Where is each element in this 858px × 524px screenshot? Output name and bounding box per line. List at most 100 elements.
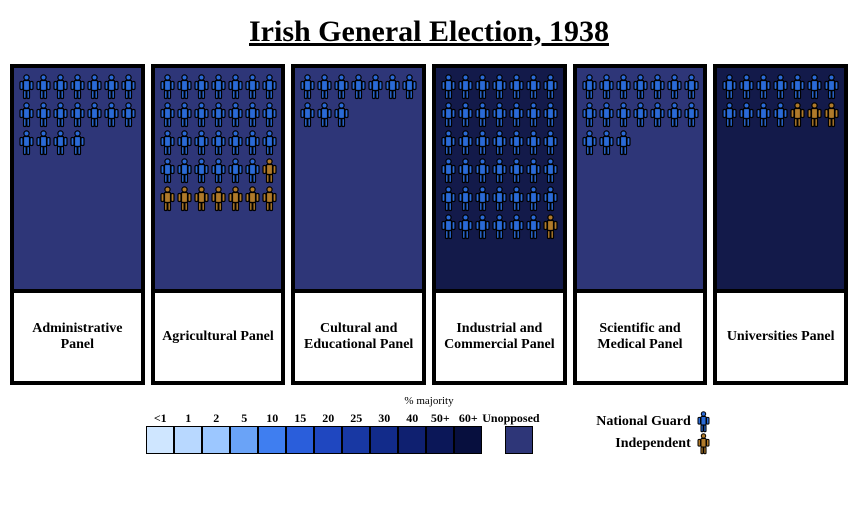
independent-icon xyxy=(261,186,278,212)
national-guard-icon xyxy=(210,74,227,100)
panels-container: Administrative Panel xyxy=(10,64,848,385)
person-row xyxy=(14,102,141,130)
national-guard-icon xyxy=(474,214,491,240)
national-guard-icon xyxy=(52,130,69,156)
national-guard-icon xyxy=(457,74,474,100)
national-guard-icon xyxy=(440,186,457,212)
scale-step: 5 xyxy=(230,411,258,454)
scale-step: 1 xyxy=(174,411,202,454)
scale-label: 30 xyxy=(378,411,390,425)
national-guard-icon xyxy=(632,102,649,128)
scale-swatch xyxy=(146,426,174,454)
national-guard-icon xyxy=(755,102,772,128)
national-guard-icon xyxy=(440,130,457,156)
person-row xyxy=(436,130,563,158)
national-guard-icon xyxy=(52,74,69,100)
national-guard-icon xyxy=(649,102,666,128)
national-guard-icon xyxy=(581,74,598,100)
national-guard-icon xyxy=(615,130,632,156)
national-guard-icon xyxy=(491,130,508,156)
national-guard-icon xyxy=(755,74,772,100)
person-row xyxy=(155,74,282,102)
scale-step: 25 xyxy=(342,411,370,454)
person-row xyxy=(295,102,422,130)
panel-label: Cultural and Educational Panel xyxy=(295,289,422,381)
panel-graphic xyxy=(436,68,563,289)
national-guard-icon xyxy=(159,130,176,156)
scale-label: 10 xyxy=(266,411,278,425)
national-guard-icon xyxy=(525,214,542,240)
scale-label: 1 xyxy=(185,411,191,425)
national-guard-icon xyxy=(683,102,700,128)
national-guard-icon xyxy=(367,74,384,100)
panel-graphic xyxy=(295,68,422,289)
national-guard-icon xyxy=(261,130,278,156)
national-guard-icon xyxy=(35,74,52,100)
national-guard-icon xyxy=(542,130,559,156)
national-guard-icon xyxy=(35,130,52,156)
national-guard-icon xyxy=(598,130,615,156)
scale-step: 20 xyxy=(314,411,342,454)
national-guard-icon xyxy=(384,74,401,100)
person-row xyxy=(155,158,282,186)
national-guard-icon xyxy=(86,102,103,128)
national-guard-icon xyxy=(491,186,508,212)
scale-swatch xyxy=(505,426,533,454)
independent-icon xyxy=(806,102,823,128)
national-guard-icon xyxy=(299,102,316,128)
person-row xyxy=(436,214,563,242)
national-guard-icon xyxy=(491,214,508,240)
person-row xyxy=(577,102,704,130)
independent-icon xyxy=(193,186,210,212)
national-guard-icon xyxy=(738,102,755,128)
scale-swatch xyxy=(342,426,370,454)
panel-label: Universities Panel xyxy=(717,289,844,381)
national-guard-icon xyxy=(542,158,559,184)
national-guard-icon xyxy=(244,130,261,156)
national-guard-icon xyxy=(457,158,474,184)
national-guard-icon xyxy=(210,158,227,184)
national-guard-icon xyxy=(103,102,120,128)
independent-icon xyxy=(176,186,193,212)
scale-swatch xyxy=(426,426,454,454)
independent-icon xyxy=(695,433,712,455)
legend-title: % majority xyxy=(10,395,848,407)
national-guard-icon xyxy=(440,214,457,240)
independent-icon xyxy=(542,214,559,240)
national-guard-icon xyxy=(193,74,210,100)
scale-swatch xyxy=(314,426,342,454)
national-guard-icon xyxy=(683,74,700,100)
national-guard-icon xyxy=(244,74,261,100)
scale-step: 2 xyxy=(202,411,230,454)
national-guard-icon xyxy=(581,102,598,128)
national-guard-icon xyxy=(474,186,491,212)
person-row xyxy=(155,130,282,158)
national-guard-icon xyxy=(508,158,525,184)
scale-label: Unopposed xyxy=(482,411,556,425)
national-guard-icon xyxy=(316,102,333,128)
national-guard-icon xyxy=(525,158,542,184)
panel-label: Agricultural Panel xyxy=(155,289,282,381)
national-guard-icon xyxy=(806,74,823,100)
independent-icon xyxy=(789,102,806,128)
national-guard-icon xyxy=(772,74,789,100)
national-guard-icon xyxy=(457,102,474,128)
panel-graphic xyxy=(717,68,844,289)
national-guard-icon xyxy=(440,74,457,100)
person-row xyxy=(155,186,282,214)
panel: Industrial and Commercial Panel xyxy=(432,64,567,385)
party-label: Independent xyxy=(615,436,690,452)
national-guard-icon xyxy=(525,102,542,128)
national-guard-icon xyxy=(69,74,86,100)
scale-step: 50+ xyxy=(426,411,454,454)
national-guard-icon xyxy=(457,214,474,240)
national-guard-icon xyxy=(823,74,840,100)
scale-label: 25 xyxy=(350,411,362,425)
scale-label: 5 xyxy=(241,411,247,425)
panel: Scientific and Medical Panel xyxy=(573,64,708,385)
national-guard-icon xyxy=(666,74,683,100)
national-guard-icon xyxy=(721,102,738,128)
scale-swatch xyxy=(398,426,426,454)
person-row xyxy=(436,102,563,130)
scale-label: 60+ xyxy=(459,411,478,425)
